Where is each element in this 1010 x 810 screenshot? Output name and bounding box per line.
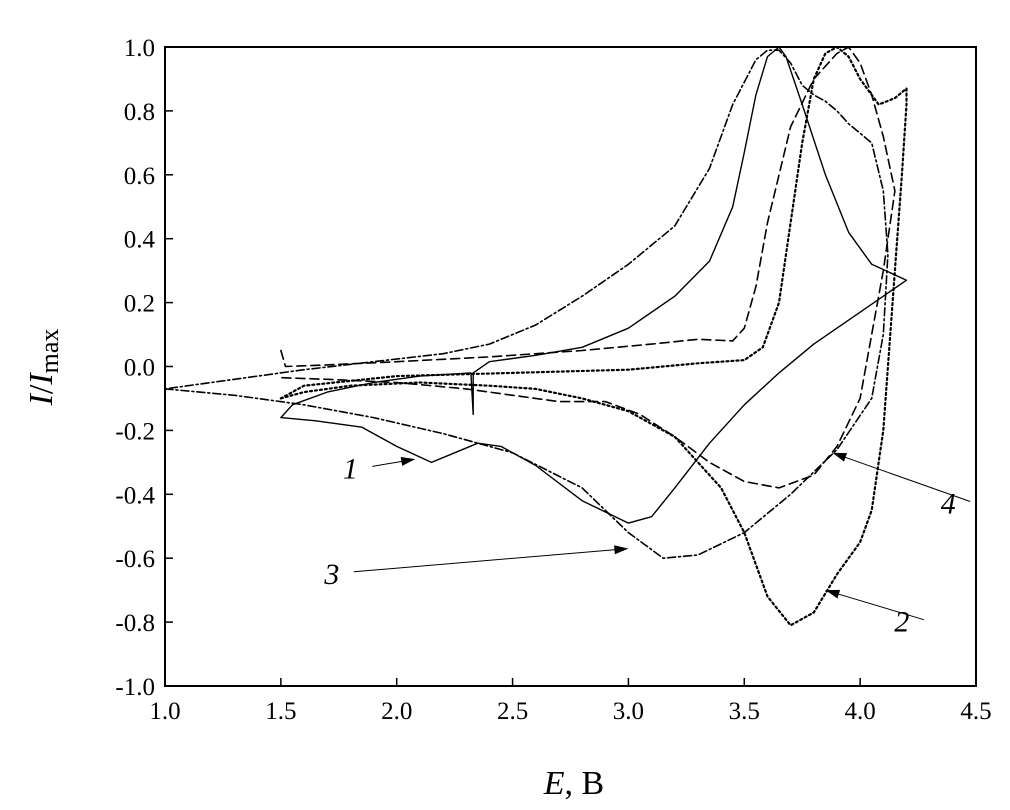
y-axis-title: I/Imax bbox=[23, 329, 64, 407]
annotation-pointer bbox=[372, 460, 402, 467]
curve-annotations: 1 2 3 4 bbox=[323, 452, 971, 639]
curves bbox=[164, 45, 908, 627]
y-tick-label: -0.4 bbox=[115, 482, 155, 509]
y-tick-label: 1.0 bbox=[124, 35, 155, 62]
annotation-pointer bbox=[838, 593, 924, 621]
annotation-arrowhead bbox=[614, 545, 629, 555]
curve-4 bbox=[280, 46, 896, 489]
y-tick-label: 0.0 bbox=[124, 355, 155, 382]
x-tick-label: 3.5 bbox=[729, 698, 760, 725]
y-tick-label: -0.6 bbox=[115, 546, 155, 573]
y-tick-label: -0.8 bbox=[115, 610, 155, 637]
curve-label: 2 bbox=[894, 606, 909, 639]
y-tick-label: 0.4 bbox=[124, 227, 156, 254]
x-tick-label: 4.0 bbox=[845, 698, 876, 725]
x-tick-label: 1.5 bbox=[265, 698, 296, 725]
x-axis-title: E, B bbox=[543, 765, 604, 802]
annotation-arrowhead bbox=[400, 457, 416, 466]
x-tick-label: 3.0 bbox=[613, 698, 644, 725]
curve-1 bbox=[280, 46, 908, 524]
curve-2 bbox=[279, 45, 908, 627]
curve-label: 1 bbox=[343, 452, 358, 485]
curve-label: 3 bbox=[323, 558, 339, 591]
y-axis-ticks: -1.0 -0.8 -0.6 -0.4 -0.2 0.0 0.2 0.4 0.6 0.8 1.0 bbox=[115, 35, 173, 701]
y-tick-label: 0.6 bbox=[124, 163, 155, 190]
y-tick-label: 0.8 bbox=[124, 99, 155, 126]
annotation-pointer bbox=[845, 456, 971, 502]
annotation-arrowhead bbox=[832, 452, 848, 462]
annotation-pointer bbox=[353, 549, 615, 573]
x-tick-label: 1.0 bbox=[149, 698, 180, 725]
x-axis-ticks: 1.0 1.5 2.0 2.5 3.0 3.5 4.0 4.5 bbox=[149, 678, 992, 725]
y-tick-label: -1.0 bbox=[115, 674, 155, 701]
curve-3 bbox=[164, 49, 889, 559]
x-tick-label: 4.5 bbox=[960, 698, 991, 725]
annotation-arrowhead bbox=[825, 589, 841, 599]
x-tick-label: 2.5 bbox=[497, 698, 528, 725]
y-tick-label: -0.2 bbox=[115, 418, 155, 445]
y-tick-label: 0.2 bbox=[124, 291, 155, 318]
curve-label: 4 bbox=[941, 487, 956, 520]
x-tick-label: 2.0 bbox=[381, 698, 412, 725]
